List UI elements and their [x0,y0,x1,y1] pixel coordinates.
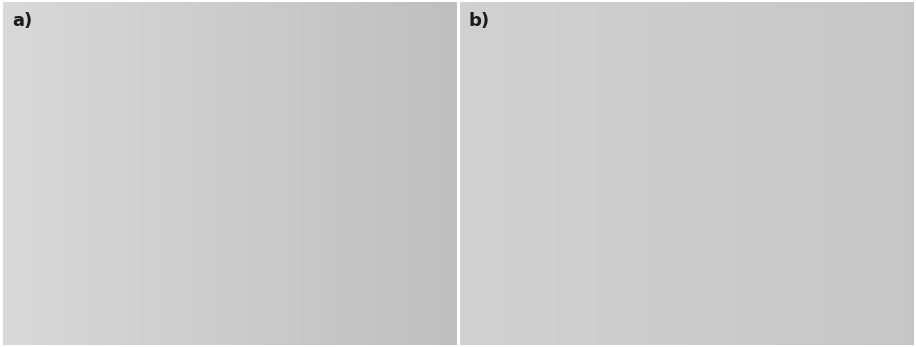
Text: a): a) [12,12,32,30]
Text: b): b) [469,12,490,30]
